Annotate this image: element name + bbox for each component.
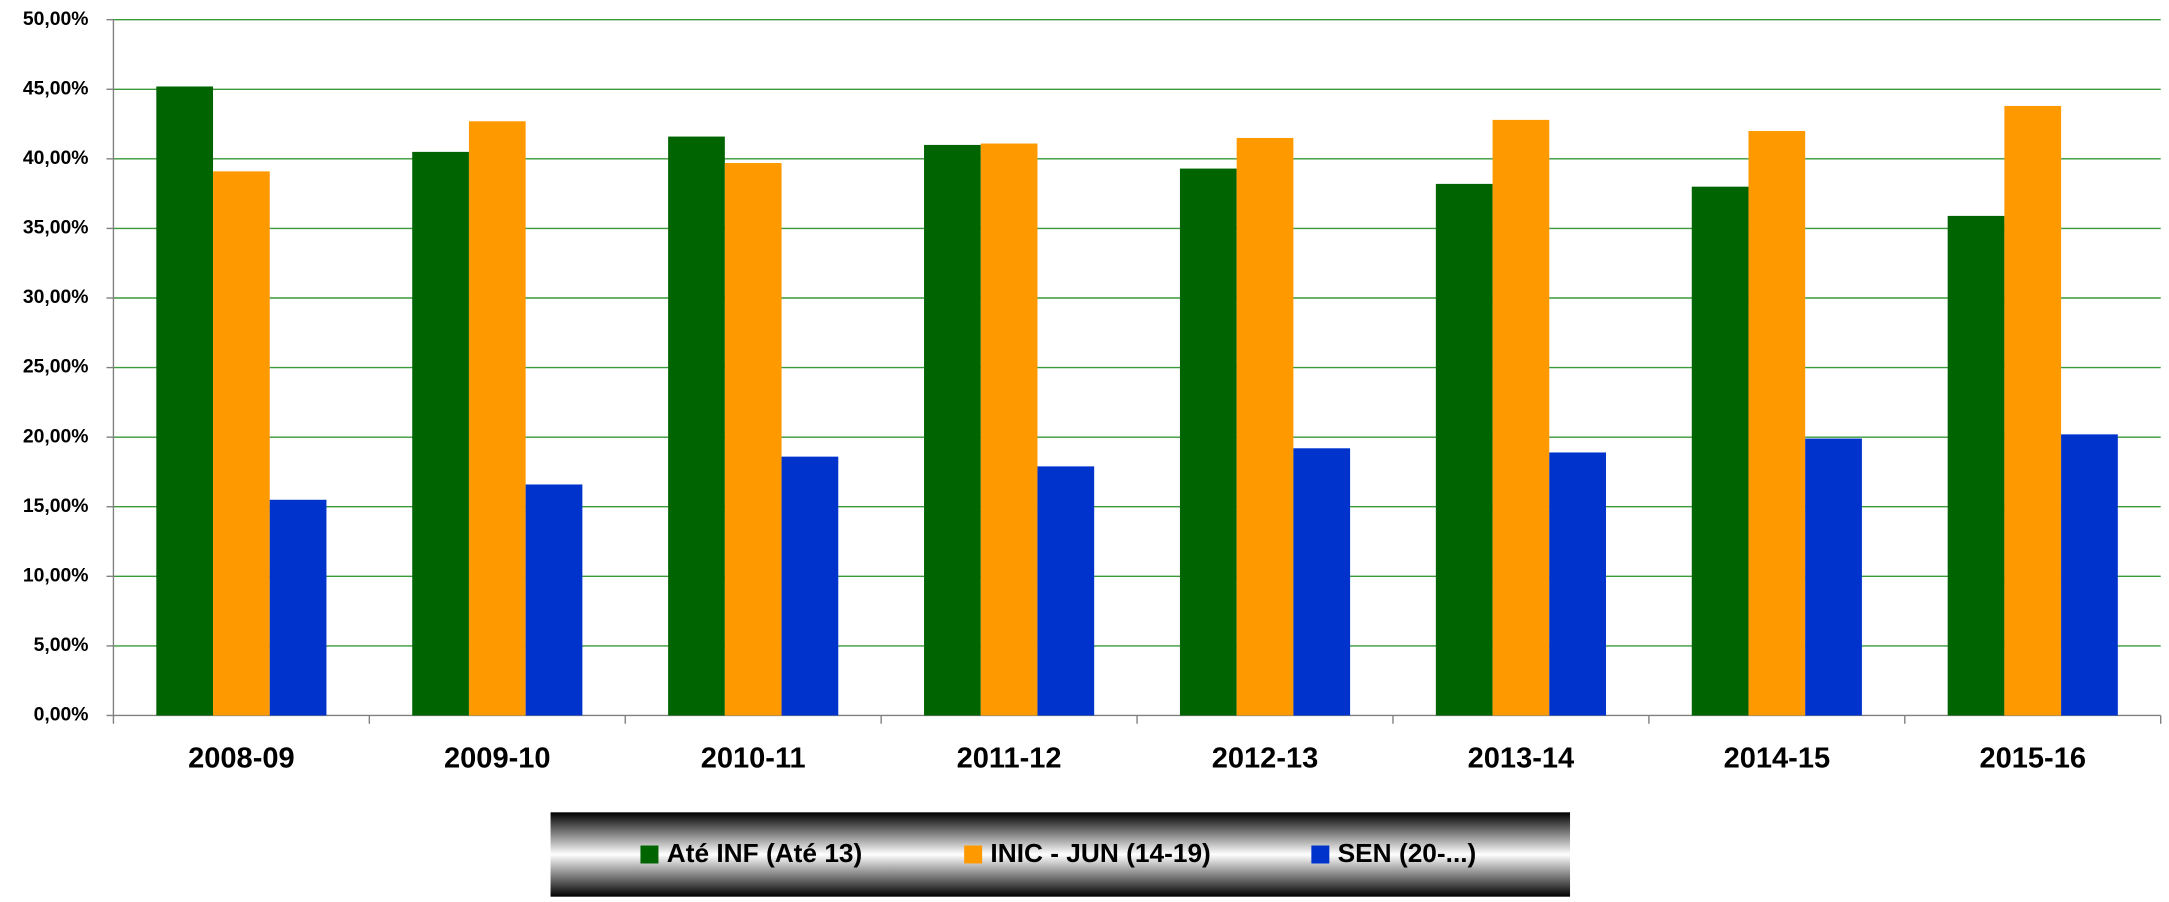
y-tick-label: 30,00% bbox=[23, 286, 89, 308]
legend-box bbox=[550, 812, 1571, 897]
x-tick-label: 2012-13 bbox=[1212, 742, 1319, 774]
legend-swatch bbox=[640, 845, 659, 864]
bar bbox=[156, 86, 214, 716]
bar bbox=[1805, 438, 1862, 716]
x-tick-label: 2015-16 bbox=[1979, 742, 2086, 774]
bar bbox=[1549, 452, 1607, 716]
bar bbox=[2004, 105, 2062, 716]
x-tick-label: 2009-10 bbox=[444, 742, 551, 774]
legend-label: INIC - JUN (14-19) bbox=[990, 838, 1210, 868]
y-tick-label: 5,00% bbox=[34, 634, 89, 656]
bar bbox=[1435, 183, 1493, 716]
x-tick-label: 2011-12 bbox=[957, 742, 1062, 774]
bar bbox=[1492, 119, 1550, 716]
bar bbox=[668, 136, 725, 716]
bar bbox=[1691, 186, 1749, 716]
bar bbox=[1236, 137, 1294, 716]
bar bbox=[269, 499, 327, 716]
y-tick-label: 35,00% bbox=[23, 217, 89, 239]
legend-swatch bbox=[964, 845, 983, 864]
bar bbox=[724, 163, 782, 716]
bar bbox=[924, 144, 981, 716]
y-tick-label: 0,00% bbox=[34, 704, 89, 726]
legend-label: SEN (20-...) bbox=[1338, 838, 1477, 868]
bar bbox=[1293, 448, 1351, 716]
bar bbox=[1179, 168, 1237, 716]
y-tick-label: 40,00% bbox=[23, 147, 89, 169]
bar bbox=[781, 456, 839, 716]
y-tick-label: 50,00% bbox=[23, 8, 89, 30]
bar bbox=[1037, 466, 1095, 716]
bar bbox=[525, 484, 583, 716]
bar bbox=[412, 151, 469, 716]
bar bbox=[980, 143, 1038, 716]
bar bbox=[468, 121, 526, 716]
legend-label: Até INF (Até 13) bbox=[667, 838, 863, 868]
x-tick-label: 2008-09 bbox=[188, 742, 295, 774]
x-tick-label: 2013-14 bbox=[1468, 742, 1575, 774]
y-tick-label: 25,00% bbox=[23, 356, 89, 378]
y-tick-label: 15,00% bbox=[23, 495, 89, 517]
y-tick-label: 10,00% bbox=[23, 564, 89, 586]
y-tick-label: 20,00% bbox=[23, 425, 89, 447]
x-tick-label: 2010-11 bbox=[701, 742, 806, 774]
bar bbox=[1748, 131, 1806, 716]
x-tick-label: 2014-15 bbox=[1724, 742, 1831, 774]
bar bbox=[1947, 215, 2005, 716]
bar bbox=[2061, 434, 2118, 716]
bar bbox=[213, 171, 270, 716]
legend-swatch bbox=[1311, 845, 1330, 864]
y-tick-label: 45,00% bbox=[23, 77, 89, 99]
